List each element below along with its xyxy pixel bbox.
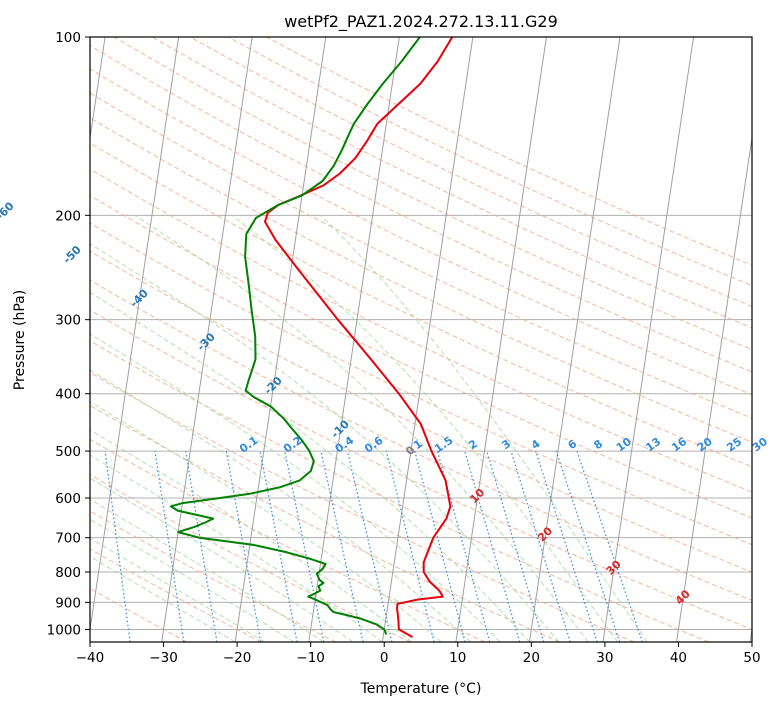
- y-tick-label: 400: [55, 387, 81, 403]
- x-tick-label: −20: [223, 650, 252, 666]
- mixing-ratio-line: [346, 450, 393, 642]
- moist-adiabat: [90, 243, 560, 642]
- y-tick-label: 800: [55, 565, 81, 581]
- dry-adiabat: [90, 194, 752, 519]
- mixing-ratio-line: [185, 451, 218, 642]
- isotherm-line: [90, 37, 180, 633]
- moist-adiabat: [90, 477, 354, 642]
- x-axis-label: Temperature (°C): [360, 681, 482, 697]
- dry-adiabat: [90, 438, 486, 642]
- moist-adiabat: [90, 401, 442, 642]
- chart-title: wetPf2_PAZ1.2024.272.13.11.G29: [284, 12, 558, 32]
- isotherm-line: [528, 37, 621, 642]
- isotherm-line: [381, 37, 474, 642]
- mixing-ratio-line: [104, 451, 131, 642]
- y-tick-label: 100: [55, 30, 81, 46]
- mixing-ratio-line: [486, 450, 545, 642]
- dry-adiabat: [90, 340, 710, 642]
- dry-adiabat: [90, 279, 752, 601]
- x-tick-label: 30: [596, 650, 613, 666]
- x-tick-label: 50: [743, 650, 760, 666]
- isotherm-line: [455, 37, 547, 642]
- moist-adiabat: [90, 429, 413, 642]
- dry-adiabat: [90, 222, 752, 546]
- plot-frame: [89, 36, 753, 643]
- moist-adiabat: [90, 454, 383, 642]
- dry-adiabat: [151, 37, 752, 329]
- mixing-ratio-line: [320, 450, 364, 642]
- moist-adiabat: [231, 214, 619, 642]
- plot-area: [90, 37, 752, 642]
- moist-adiabat: [320, 214, 648, 642]
- x-tick-label: −10: [296, 650, 325, 666]
- mixing-ratio-line: [576, 450, 644, 642]
- moist-adiabat: [90, 555, 236, 642]
- dry-adiabat: [90, 548, 262, 642]
- y-tick-label: 300: [55, 313, 81, 329]
- y-tick-label: 600: [55, 491, 81, 507]
- dry-adiabat: [90, 168, 752, 493]
- isotherm-line: [234, 37, 327, 642]
- x-tick-label: −40: [76, 650, 105, 666]
- moist-adiabat: [90, 291, 530, 642]
- mixing-ratio-line: [259, 450, 298, 642]
- axis-ticks: −40 −30 −20 −10 0 10 20 30 40 50 100 200 300 400 500 60…: [47, 30, 761, 666]
- x-tick-label: 20: [523, 650, 540, 666]
- dry-adiabat: [90, 250, 752, 573]
- isotherm-line: [676, 134, 752, 642]
- y-tick-label: 200: [55, 208, 81, 224]
- mixing-ratio-line: [464, 450, 521, 642]
- dry-adiabat: [90, 371, 635, 642]
- temperature-trace: [264, 37, 454, 638]
- isotherm-line: [602, 37, 695, 642]
- mixing-ratio-line: [510, 450, 571, 642]
- moist-adiabat: [134, 214, 589, 642]
- y-tick-label: 1000: [47, 622, 81, 638]
- x-tick-label: 0: [380, 650, 389, 666]
- moist-adiabat: [90, 537, 265, 642]
- moist-adiabat: [90, 369, 471, 642]
- mixing-ratio-line: [414, 450, 466, 642]
- mixing-ratio-line: [284, 450, 325, 642]
- x-tick-label: 10: [449, 650, 466, 666]
- mixing-ratio-line: [385, 450, 435, 642]
- dry-adiabat: [90, 44, 752, 373]
- x-tick-label: 40: [670, 650, 687, 666]
- mixing-ratio-line: [225, 450, 262, 642]
- x-tick-label: −30: [149, 650, 178, 666]
- dry-adiabat: [228, 37, 752, 287]
- dry-adiabat: [90, 142, 752, 468]
- mixing-ratio-line: [555, 450, 621, 642]
- y-tick-label: 700: [55, 531, 81, 547]
- dry-adiabat: [113, 37, 752, 351]
- mixing-ratio-line: [535, 450, 598, 642]
- isotherm-line: [161, 37, 253, 642]
- dewpoint-trace: [169, 37, 421, 635]
- y-tick-label: 900: [55, 595, 81, 611]
- y-tick-label: 500: [55, 444, 81, 460]
- dry-adiabat: [189, 37, 752, 307]
- y-axis-label: Pressure (hPa): [12, 290, 28, 390]
- mixing-ratio-line: [154, 451, 185, 642]
